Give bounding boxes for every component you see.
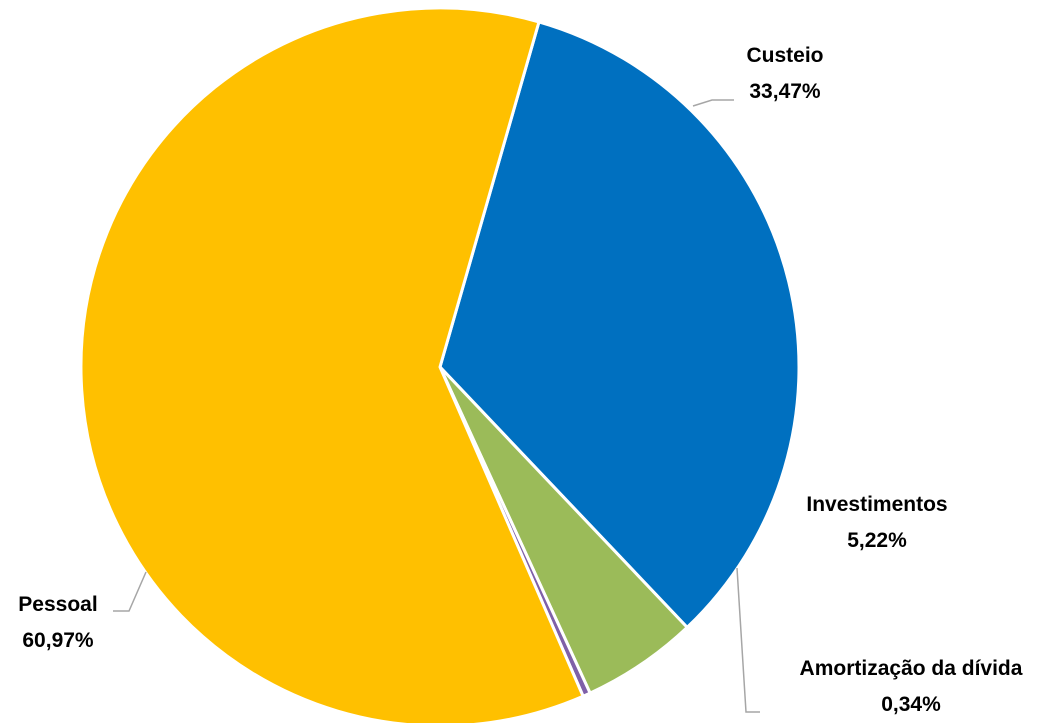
leader-custeio	[692, 99, 734, 107]
leader-pessoal	[113, 571, 147, 612]
slice-custeio	[438, 20, 801, 629]
data-labels: Custeio 33,47% Investimentos 5,22% Amort…	[18, 44, 1022, 716]
label-custeio-value: 33,47%	[749, 80, 821, 103]
label-amortizacao-name: Amortização da dívida	[800, 657, 1023, 680]
slice-pessoal	[79, 6, 585, 723]
pie-slices	[79, 6, 801, 723]
label-pessoal-value: 60,97%	[22, 629, 94, 652]
leader-lines	[113, 99, 760, 713]
label-custeio-name: Custeio	[746, 44, 823, 67]
leader-amortizacao	[736, 567, 760, 713]
label-pessoal-name: Pessoal	[18, 593, 97, 616]
label-investimentos-value: 5,22%	[847, 529, 907, 552]
label-amortizacao-value: 0,34%	[881, 693, 941, 716]
label-investimentos-name: Investimentos	[806, 493, 947, 516]
